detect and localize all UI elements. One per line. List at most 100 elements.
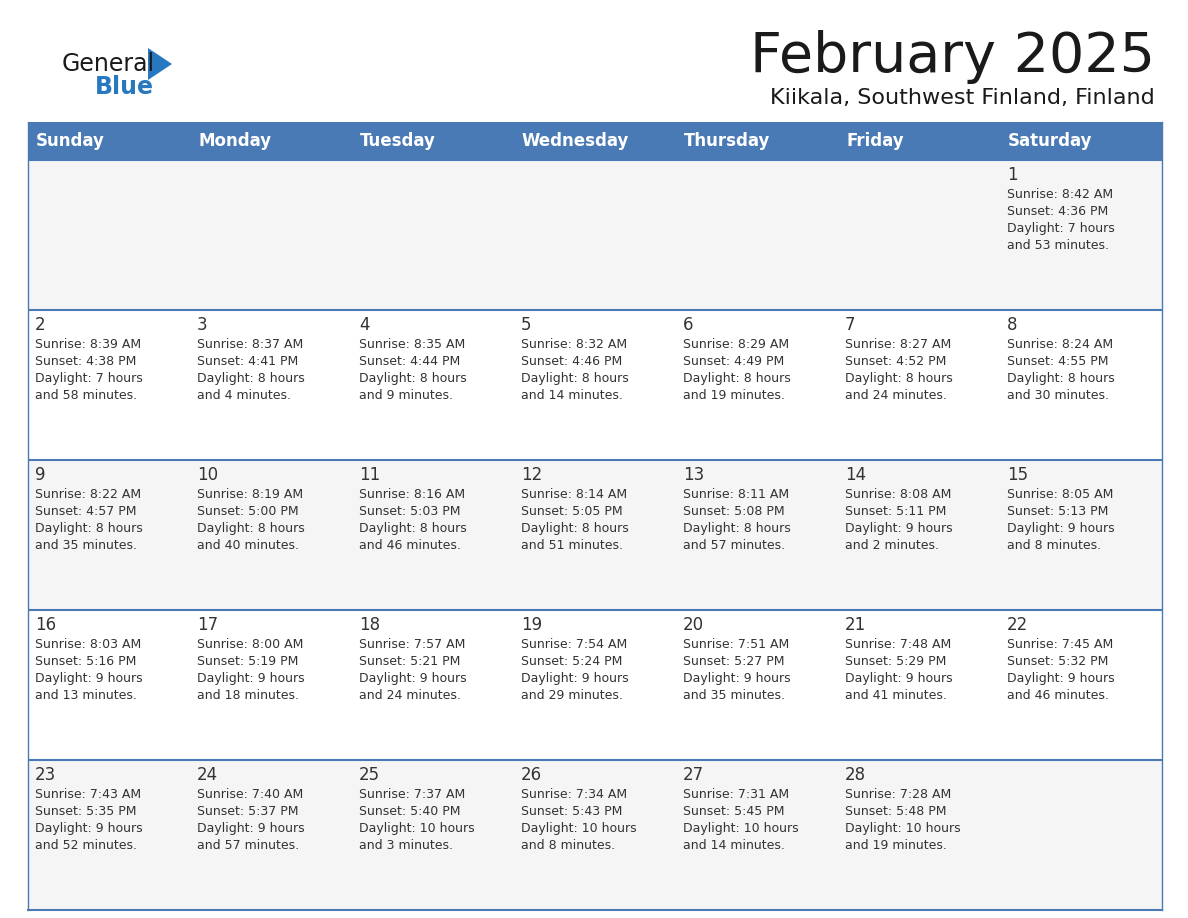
Text: Sunrise: 8:16 AM: Sunrise: 8:16 AM [359,488,466,501]
Bar [29,310,190,460]
Text: Sunrise: 7:54 AM: Sunrise: 7:54 AM [522,638,627,651]
Polygon shape [148,48,172,80]
Text: and 8 minutes.: and 8 minutes. [522,839,615,852]
Text: Sunset: 5:03 PM: Sunset: 5:03 PM [359,505,461,518]
Text: 10: 10 [197,466,219,484]
Text: and 52 minutes.: and 52 minutes. [34,839,137,852]
Bar [29,160,190,310]
Text: Sunset: 5:19 PM: Sunset: 5:19 PM [197,655,298,668]
Text: Daylight: 9 hours: Daylight: 9 hours [197,822,304,835]
Bar [352,760,514,910]
Text: Sunrise: 8:29 AM: Sunrise: 8:29 AM [683,338,789,351]
Text: Daylight: 10 hours: Daylight: 10 hours [845,822,961,835]
Text: Sunset: 5:13 PM: Sunset: 5:13 PM [1007,505,1108,518]
Bar [838,310,1000,460]
Text: Daylight: 10 hours: Daylight: 10 hours [359,822,475,835]
Bar [190,460,352,610]
Text: Sunset: 5:45 PM: Sunset: 5:45 PM [683,805,784,818]
Text: Sunset: 5:16 PM: Sunset: 5:16 PM [34,655,137,668]
Text: 25: 25 [359,766,380,784]
Text: Sunrise: 8:19 AM: Sunrise: 8:19 AM [197,488,303,501]
Text: and 24 minutes.: and 24 minutes. [845,389,947,402]
Text: Daylight: 9 hours: Daylight: 9 hours [34,672,143,685]
Text: and 53 minutes.: and 53 minutes. [1007,239,1110,252]
Text: Daylight: 9 hours: Daylight: 9 hours [1007,672,1114,685]
Text: and 35 minutes.: and 35 minutes. [683,689,785,702]
Text: Sunrise: 7:43 AM: Sunrise: 7:43 AM [34,788,141,801]
Text: Daylight: 9 hours: Daylight: 9 hours [34,822,143,835]
Text: Sunrise: 8:22 AM: Sunrise: 8:22 AM [34,488,141,501]
Text: Sunset: 5:29 PM: Sunset: 5:29 PM [845,655,947,668]
Text: Sunset: 5:40 PM: Sunset: 5:40 PM [359,805,461,818]
Text: Sunset: 4:57 PM: Sunset: 4:57 PM [34,505,137,518]
Text: Daylight: 8 hours: Daylight: 8 hours [359,372,467,385]
Text: Daylight: 8 hours: Daylight: 8 hours [683,372,791,385]
Text: 12: 12 [522,466,542,484]
Text: Daylight: 9 hours: Daylight: 9 hours [359,672,467,685]
Text: and 8 minutes.: and 8 minutes. [1007,539,1101,552]
Bar [190,160,352,310]
Text: Sunrise: 7:40 AM: Sunrise: 7:40 AM [197,788,303,801]
Bar [352,160,514,310]
Text: Daylight: 9 hours: Daylight: 9 hours [845,672,953,685]
Text: and 57 minutes.: and 57 minutes. [197,839,299,852]
Text: 22: 22 [1007,616,1029,634]
Text: Daylight: 9 hours: Daylight: 9 hours [683,672,791,685]
Text: Sunset: 4:38 PM: Sunset: 4:38 PM [34,355,137,368]
Bar [352,310,514,460]
Bar [29,610,190,760]
Text: 5: 5 [522,316,531,334]
Text: 8: 8 [1007,316,1017,334]
Text: Daylight: 9 hours: Daylight: 9 hours [845,522,953,535]
Text: and 40 minutes.: and 40 minutes. [197,539,299,552]
Text: Daylight: 7 hours: Daylight: 7 hours [34,372,143,385]
Bar [1000,610,1162,760]
Text: 19: 19 [522,616,542,634]
Text: Sunrise: 8:14 AM: Sunrise: 8:14 AM [522,488,627,501]
Text: and 3 minutes.: and 3 minutes. [359,839,453,852]
Text: Sunrise: 8:00 AM: Sunrise: 8:00 AM [197,638,303,651]
Text: and 13 minutes.: and 13 minutes. [34,689,137,702]
Text: Kiikala, Southwest Finland, Finland: Kiikala, Southwest Finland, Finland [770,88,1155,108]
Text: Tuesday: Tuesday [360,132,436,150]
Text: Sunrise: 8:32 AM: Sunrise: 8:32 AM [522,338,627,351]
Text: Sunrise: 8:03 AM: Sunrise: 8:03 AM [34,638,141,651]
Text: Sunset: 5:21 PM: Sunset: 5:21 PM [359,655,461,668]
Text: Daylight: 8 hours: Daylight: 8 hours [1007,372,1114,385]
Text: Daylight: 9 hours: Daylight: 9 hours [197,672,304,685]
Bar [838,122,1000,160]
Text: Sunrise: 8:11 AM: Sunrise: 8:11 AM [683,488,789,501]
Text: Daylight: 7 hours: Daylight: 7 hours [1007,222,1114,235]
Text: Daylight: 8 hours: Daylight: 8 hours [522,372,628,385]
Bar [676,310,838,460]
Text: Daylight: 8 hours: Daylight: 8 hours [845,372,953,385]
Bar [190,122,352,160]
Bar [676,122,838,160]
Text: Sunset: 5:27 PM: Sunset: 5:27 PM [683,655,784,668]
Text: 11: 11 [359,466,380,484]
Text: and 14 minutes.: and 14 minutes. [683,839,785,852]
Text: Sunset: 5:35 PM: Sunset: 5:35 PM [34,805,137,818]
Text: Sunrise: 7:37 AM: Sunrise: 7:37 AM [359,788,466,801]
Text: and 4 minutes.: and 4 minutes. [197,389,291,402]
Bar [514,760,676,910]
Bar [838,610,1000,760]
Bar [676,160,838,310]
Text: 1: 1 [1007,166,1018,184]
Bar [352,610,514,760]
Bar [1000,310,1162,460]
Text: General: General [62,52,156,76]
Text: and 58 minutes.: and 58 minutes. [34,389,137,402]
Text: Wednesday: Wednesday [522,132,630,150]
Bar [1000,122,1162,160]
Text: and 9 minutes.: and 9 minutes. [359,389,453,402]
Text: Sunrise: 8:39 AM: Sunrise: 8:39 AM [34,338,141,351]
Text: Sunset: 4:46 PM: Sunset: 4:46 PM [522,355,623,368]
Bar [190,760,352,910]
Text: and 19 minutes.: and 19 minutes. [845,839,947,852]
Text: Daylight: 8 hours: Daylight: 8 hours [197,522,305,535]
Text: 2: 2 [34,316,45,334]
Text: Daylight: 8 hours: Daylight: 8 hours [34,522,143,535]
Text: Sunset: 4:52 PM: Sunset: 4:52 PM [845,355,947,368]
Text: and 2 minutes.: and 2 minutes. [845,539,939,552]
